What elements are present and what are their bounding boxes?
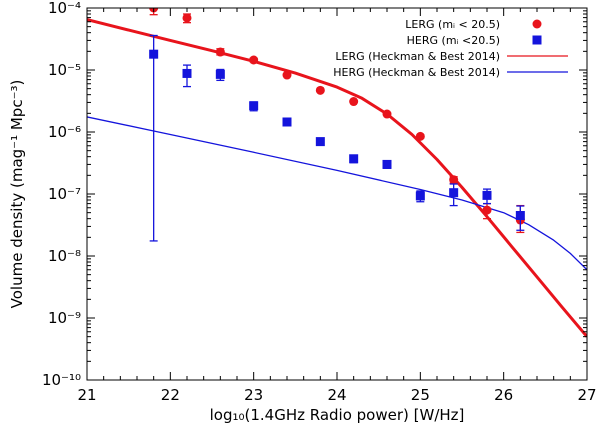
legend-symbol-circle <box>532 19 542 29</box>
data-point-circle <box>482 205 492 215</box>
y-tick-label: 10⁻⁸ <box>48 247 81 265</box>
legend-symbol-square <box>532 35 542 45</box>
axes: 21 22 23 24 25 26 27 10⁻¹⁰ 10⁻⁹ 10⁻⁸ 10⁻⁷ 10⁻⁶ 10⁻⁵ 1… <box>42 0 597 404</box>
data-point-square <box>449 188 459 198</box>
data-point-square <box>182 68 192 78</box>
x-tick-label: 25 <box>411 386 430 404</box>
x-tick-label: 21 <box>77 386 96 404</box>
y-tick-label: 10⁻⁴ <box>48 0 81 17</box>
y-tick-label: 10⁻⁶ <box>48 123 81 141</box>
x-tick-label: 24 <box>327 386 346 404</box>
y-tick-label: 10⁻⁷ <box>48 185 81 203</box>
data-point-square <box>349 154 359 164</box>
data-point-square <box>282 117 292 127</box>
data-point-circle <box>415 131 425 141</box>
data-point-square <box>215 69 225 79</box>
data-points <box>149 8 525 242</box>
data-point-square <box>515 211 525 221</box>
legend-label: LERG (mᵢ < 20.5) <box>405 18 500 31</box>
data-point-square <box>482 190 492 200</box>
data-point-square <box>315 137 325 147</box>
legend-label: HERG (mᵢ <20.5) <box>407 34 500 47</box>
data-point-square <box>382 159 392 169</box>
y-tick-label: 10⁻¹⁰ <box>42 371 81 389</box>
data-point-square <box>249 101 259 111</box>
data-point-circle <box>249 55 259 65</box>
series-line-3 <box>87 116 587 271</box>
legend-label: HERG (Heckman & Best 2014) <box>333 66 500 79</box>
y-tick-label: 10⁻⁹ <box>48 309 81 327</box>
data-point-square <box>149 49 159 59</box>
data-point-circle <box>315 85 325 95</box>
x-tick-label: 23 <box>244 386 263 404</box>
data-point-circle <box>282 70 292 80</box>
x-tick-label: 26 <box>494 386 513 404</box>
legend: LERG (mᵢ < 20.5) HERG (mᵢ <20.5) LERG (Hec… <box>333 18 568 79</box>
x-tick-label: 27 <box>577 386 596 404</box>
data-point-circle <box>449 175 459 185</box>
x-tick-label: 22 <box>161 386 180 404</box>
y-tick-label: 10⁻⁵ <box>48 61 81 79</box>
x-axis-title: log₁₀(1.4GHz Radio power) [W/Hz] <box>210 406 465 424</box>
data-point-circle <box>382 109 392 119</box>
y-axis-title: Volume density (mag⁻¹ Mpc⁻³) <box>8 80 26 309</box>
data-point-circle <box>215 47 225 57</box>
data-point-circle <box>182 13 192 23</box>
legend-label: LERG (Heckman & Best 2014) <box>335 50 500 63</box>
data-point-square <box>415 191 425 201</box>
data-point-circle <box>349 97 359 107</box>
